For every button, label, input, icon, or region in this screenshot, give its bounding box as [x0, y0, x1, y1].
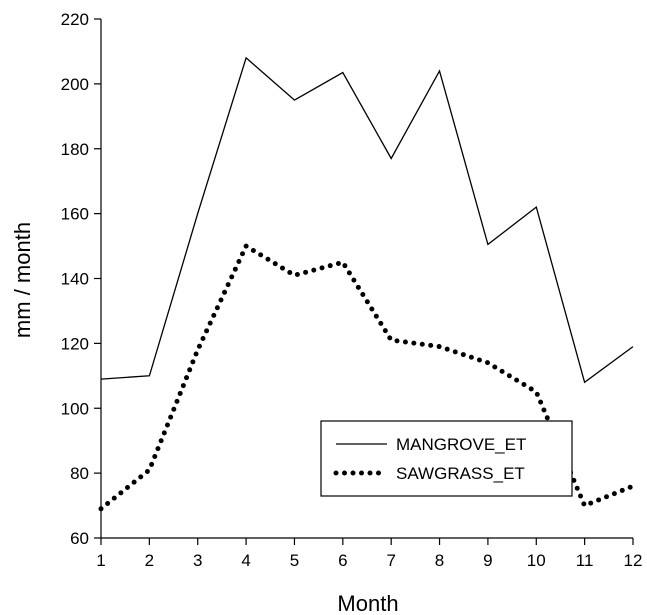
y-axis-title: mm / month [10, 222, 35, 338]
x-tick-label: 7 [386, 551, 395, 570]
x-tick-label: 10 [527, 551, 546, 570]
y-tick-label: 80 [70, 464, 89, 483]
y-tick-label: 120 [61, 334, 89, 353]
y-tick-label: 140 [61, 270, 89, 289]
x-tick-label: 9 [483, 551, 492, 570]
x-tick-label: 12 [624, 551, 643, 570]
x-tick-label: 5 [290, 551, 299, 570]
y-axis-ticks: 60 80 100 120 140 160 180 200 220 [61, 10, 101, 548]
legend-box [320, 420, 573, 497]
x-tick-label: 1 [96, 551, 105, 570]
x-axis-title: Month [337, 591, 398, 615]
legend-label-sawgrass: SAWGRASS_ET [396, 464, 525, 483]
series-line-sawgrass-et [98, 242, 636, 512]
x-tick-label: 2 [145, 551, 154, 570]
y-tick-label: 180 [61, 140, 89, 159]
x-tick-label: 4 [241, 551, 250, 570]
y-tick-label: 60 [70, 529, 89, 548]
y-tick-label: 220 [61, 10, 89, 29]
legend-label-mangrove: MANGROVE_ET [396, 435, 526, 454]
x-tick-label: 3 [193, 551, 202, 570]
legend: MANGROVE_ET SAWGRASS_ET [320, 420, 573, 497]
x-axis-ticks: 1 2 3 4 5 6 7 8 9 10 11 12 [96, 538, 642, 570]
x-tick-label: 6 [338, 551, 347, 570]
y-tick-label: 200 [61, 75, 89, 94]
y-tick-label: 100 [61, 399, 89, 418]
y-tick-label: 160 [61, 205, 89, 224]
x-tick-label: 8 [435, 551, 444, 570]
x-tick-label: 11 [576, 551, 594, 570]
series-lines [98, 56, 636, 512]
series-line-mangrove-et [100, 56, 634, 384]
